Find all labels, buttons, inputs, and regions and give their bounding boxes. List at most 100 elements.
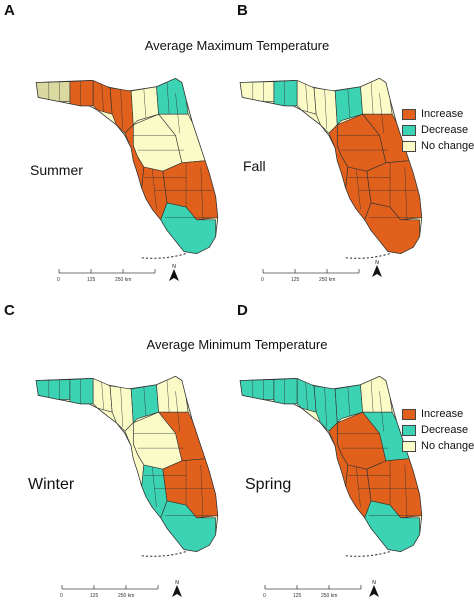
county-boundary [200, 166, 204, 220]
north-label: N [372, 580, 376, 586]
florida-keys [345, 551, 391, 557]
decrease-swatch [402, 425, 416, 436]
florida-keys [141, 253, 187, 259]
florida-county-map [35, 375, 219, 557]
county-region-west-a [69, 80, 94, 107]
county-boundary [166, 380, 170, 413]
county-region-west-a [273, 378, 298, 405]
north-label: N [175, 580, 179, 586]
county-boundary [379, 93, 384, 134]
county-region-south-c [364, 202, 420, 254]
florida-keys [141, 551, 187, 557]
florida-county-map [239, 77, 423, 259]
county-region-north-b [156, 375, 189, 413]
scale-bar-line [264, 585, 362, 590]
scale-tick-label: 0 [57, 277, 60, 283]
scale-bar: 0 125 250 km [263, 580, 363, 602]
scale-bar-line [61, 585, 159, 590]
county-region-north-b [360, 77, 393, 115]
panel-letter-b: B [237, 2, 248, 19]
county-region-west-a [273, 80, 298, 107]
county-region-south-c [160, 202, 216, 254]
county-region-north-b [360, 375, 393, 413]
panel-letter-d: D [237, 302, 248, 319]
scale-tick-label: 125 [291, 277, 300, 283]
north-label: N [375, 260, 379, 266]
scale-bar-line [262, 269, 360, 274]
scale-tick-label: 125 [90, 593, 99, 599]
county-boundary [152, 467, 157, 508]
north-arrow-icon: N [370, 258, 384, 278]
florida-county-map [239, 375, 423, 557]
county-boundary [152, 169, 157, 210]
county-boundary [175, 93, 180, 134]
legend-label: No change [421, 440, 474, 452]
north-arrow-icon: N [167, 262, 181, 282]
top-heading: Average Maximum Temperature [144, 38, 330, 53]
panel-letter-c: C [4, 302, 15, 319]
county-boundary [143, 88, 147, 119]
florida-map-summer [8, 72, 248, 262]
county-region-panhandle [239, 81, 275, 102]
legend-label: Increase [421, 108, 464, 120]
county-region-north-b [156, 77, 189, 115]
scale-bar: 0 125 250 km [261, 264, 361, 286]
season-label-winter: Winter [28, 476, 75, 493]
increase-swatch [402, 109, 416, 120]
county-boundary [370, 82, 374, 115]
legend-label: Decrease [421, 424, 469, 436]
decrease-swatch [402, 125, 416, 136]
county-boundary [120, 88, 123, 130]
county-boundary [120, 386, 123, 428]
county-boundary [404, 464, 408, 518]
north-arrow-shape: N [169, 264, 179, 281]
florida-map-winter [8, 370, 248, 560]
county-boundary [143, 386, 147, 417]
county-boundary [324, 88, 327, 130]
scale-tick-label: 250 km [115, 277, 132, 283]
county-region-west-a [69, 378, 94, 405]
county-region-panhandle [239, 379, 275, 400]
county-boundary [166, 82, 170, 115]
north-label: N [172, 264, 176, 270]
north-arrow-shape: N [369, 580, 379, 597]
county-boundary [324, 386, 327, 428]
scale-tick-label: 250 km [319, 277, 336, 283]
county-region-south-c [364, 500, 420, 552]
county-boundary [305, 83, 308, 113]
county-boundary [101, 83, 104, 113]
bottom-heading: Average Minimum Temperature [146, 337, 328, 352]
scale-tick-label: 0 [263, 593, 266, 599]
season-label-fall: Fall [243, 158, 266, 174]
florida-keys [345, 253, 391, 259]
county-boundary [200, 464, 204, 518]
county-boundary [347, 386, 351, 417]
north-arrow-icon: N [367, 578, 381, 598]
north-arrow-shape: N [172, 580, 182, 597]
no-change-swatch [402, 141, 416, 152]
legend-label: Increase [421, 408, 464, 420]
county-boundary [305, 381, 308, 411]
season-label-summer: Summer [30, 162, 83, 178]
scale-tick-label: 0 [261, 277, 264, 283]
scale-tick-label: 250 km [118, 593, 135, 599]
county-boundary [379, 391, 384, 432]
scale-bar: 0 125 250 km [57, 264, 157, 286]
scale-bar-line [58, 269, 156, 274]
county-region-panhandle [35, 379, 71, 400]
scale-tick-label: 0 [60, 593, 63, 599]
legend-label: Decrease [421, 124, 469, 136]
county-boundary [347, 88, 351, 119]
scale-tick-label: 125 [87, 277, 96, 283]
scale-bar: 0 125 250 km [60, 580, 160, 602]
county-region-panhandle [35, 81, 71, 102]
county-boundary [370, 380, 374, 413]
county-boundary [175, 391, 180, 432]
scale-tick-label: 125 [293, 593, 302, 599]
county-region-south-c [160, 500, 216, 552]
increase-swatch [402, 409, 416, 420]
florida-map-fall [212, 72, 452, 262]
legend-label: No change [421, 140, 474, 152]
north-arrow-icon: N [170, 578, 184, 598]
panel-letter-a: A [4, 2, 15, 19]
